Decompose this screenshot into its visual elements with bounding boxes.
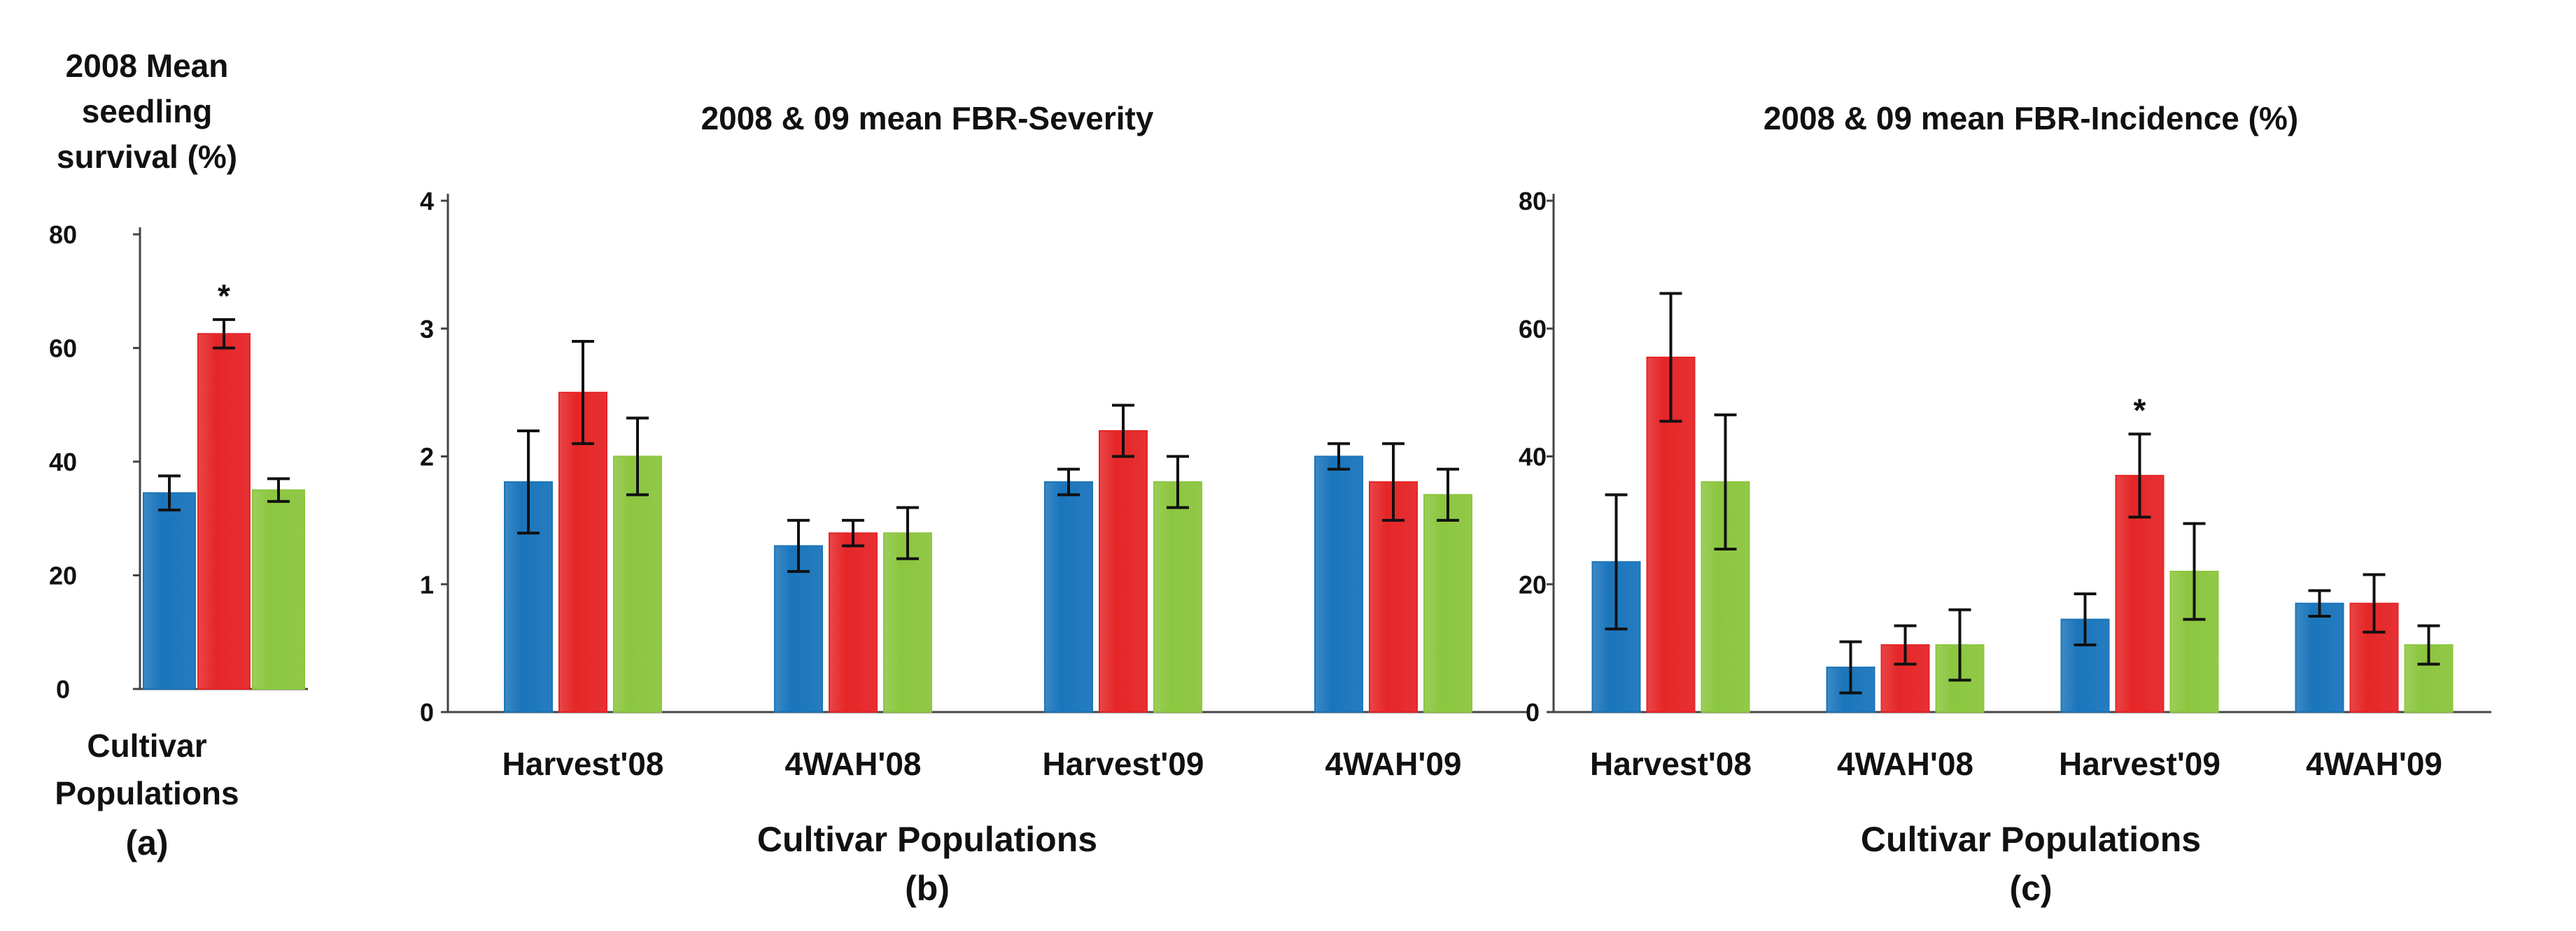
chart-a-error-bar <box>213 318 235 350</box>
chart-b-bar <box>774 545 823 713</box>
chart-b-error-bar <box>626 416 649 497</box>
chart-c-error-bar <box>1714 413 1737 550</box>
chart-c-title: 2008 & 09 mean FBR-Incidence (%) <box>1764 100 2298 136</box>
chart-c-error-bar <box>1894 624 1917 666</box>
chart-b-y-tick-label: 3 <box>420 315 434 343</box>
chart-c-x-tick-label: 4WAH'09 <box>2306 746 2442 782</box>
chart-b-x-tick-label: Harvest'08 <box>502 746 664 782</box>
chart-a-panel-label: (a) <box>125 823 168 862</box>
chart-c-bar <box>2295 602 2344 713</box>
chart-c: 2008 & 09 mean FBR-Incidence (%) 0 20 40 60 8… <box>1519 100 2491 908</box>
chart-c-y-tick-label: 60 <box>1519 315 1547 343</box>
chart-c-y-tick-label: 80 <box>1519 187 1547 215</box>
chart-c-significance-marker: * <box>2134 392 2146 429</box>
chart-b-error-bar <box>842 518 864 548</box>
chart-c-bar <box>1701 481 1750 713</box>
chart-a-x-axis-label: Cultivar <box>87 727 206 764</box>
chart-c-error-bar <box>1948 608 1971 682</box>
chart-a-x-axis-label: Populations <box>55 775 239 811</box>
chart-c-error-bar <box>2183 522 2206 621</box>
chart-c-error-bar <box>1605 493 1628 631</box>
chart-b-bar <box>1314 455 1363 713</box>
chart-b-title: 2008 & 09 mean FBR-Severity <box>701 100 1154 136</box>
chart-b-y-tick-label: 1 <box>420 570 434 599</box>
chart-b-y-tick-label: 0 <box>420 698 434 727</box>
chart-c-x-axis-label: Cultivar Populations <box>1861 820 2201 859</box>
chart-b-error-bar <box>1112 404 1134 458</box>
chart-b-error-bar <box>1382 442 1405 522</box>
chart-b-y-tick-label: 4 <box>420 187 434 215</box>
chart-b-x-axis-label: Cultivar Populations <box>757 820 1097 859</box>
chart-a-y-tick-label: 0 <box>56 675 70 704</box>
chart-a-y-tick-label: 60 <box>49 334 77 363</box>
chart-b-bar <box>883 532 932 713</box>
chart-b-error-bar <box>1328 442 1350 471</box>
chart-b-error-bar <box>517 429 540 535</box>
chart-c-error-bar <box>2128 432 2151 519</box>
chart-b-bar <box>1153 481 1202 713</box>
chart-b-error-bar <box>1167 455 1189 509</box>
chart-b-bar <box>829 532 878 713</box>
chart-b-bar <box>613 455 662 713</box>
chart-c-panel-label: (c) <box>2009 869 2052 908</box>
chart-b-x-tick-label: Harvest'09 <box>1043 746 1204 782</box>
chart-b-bar <box>1099 429 1148 713</box>
chart-a-bar <box>197 333 251 690</box>
chart-a-title: 2008 Mean <box>66 48 229 84</box>
chart-b-y-tick-label: 2 <box>420 443 434 471</box>
chart-c-y-tick-label: 40 <box>1519 443 1547 471</box>
chart-a-title: seedling <box>82 93 213 129</box>
chart-b-panel-label: (b) <box>905 869 950 908</box>
chart-c-error-bar <box>1839 640 1862 695</box>
chart-c-error-bar <box>2074 592 2097 647</box>
chart-a-bar <box>252 489 305 690</box>
chart-c-x-tick-label: 4WAH'08 <box>1837 746 1973 782</box>
chart-b-bar <box>558 392 607 713</box>
chart-a-y-tick-label: 80 <box>49 220 77 249</box>
chart-c-error-bar <box>2417 624 2440 666</box>
chart-b-x-tick-label: 4WAH'08 <box>784 746 921 782</box>
chart-c-error-bar <box>1659 292 1682 423</box>
chart-a-title: survival (%) <box>57 138 237 175</box>
chart-b: 2008 & 09 mean FBR-Severity 0 1 2 3 4 Harvest'… <box>420 100 1529 908</box>
chart-c-x-tick-label: Harvest'08 <box>1590 746 1752 782</box>
chart-c-y-tick-label: 0 <box>1526 698 1540 727</box>
chart-a: 2008 Mean seedling survival (%) 0 20 40 60 80 * C… <box>49 48 308 862</box>
chart-c-error-bar <box>2308 589 2331 618</box>
chart-a-error-bar <box>158 474 181 512</box>
chart-b-error-bar <box>787 518 810 573</box>
chart-a-y-tick-label: 20 <box>49 562 77 590</box>
chart-b-error-bar <box>572 340 594 446</box>
chart-b-error-bar <box>1057 467 1080 497</box>
chart-a-significance-marker: * <box>218 278 230 314</box>
chart-c-x-tick-label: Harvest'09 <box>2059 746 2220 782</box>
chart-b-bar <box>1044 481 1093 713</box>
chart-a-error-bar <box>267 477 290 503</box>
chart-b-bar <box>1423 494 1472 713</box>
chart-a-y-tick-label: 40 <box>49 448 77 476</box>
chart-b-error-bar <box>1437 467 1459 522</box>
chart-b-x-tick-label: 4WAH'09 <box>1325 746 1461 782</box>
chart-c-y-tick-label: 20 <box>1519 570 1547 599</box>
chart-a-bar <box>143 492 196 690</box>
chart-b-error-bar <box>896 506 919 560</box>
chart-c-error-bar <box>2363 573 2386 634</box>
